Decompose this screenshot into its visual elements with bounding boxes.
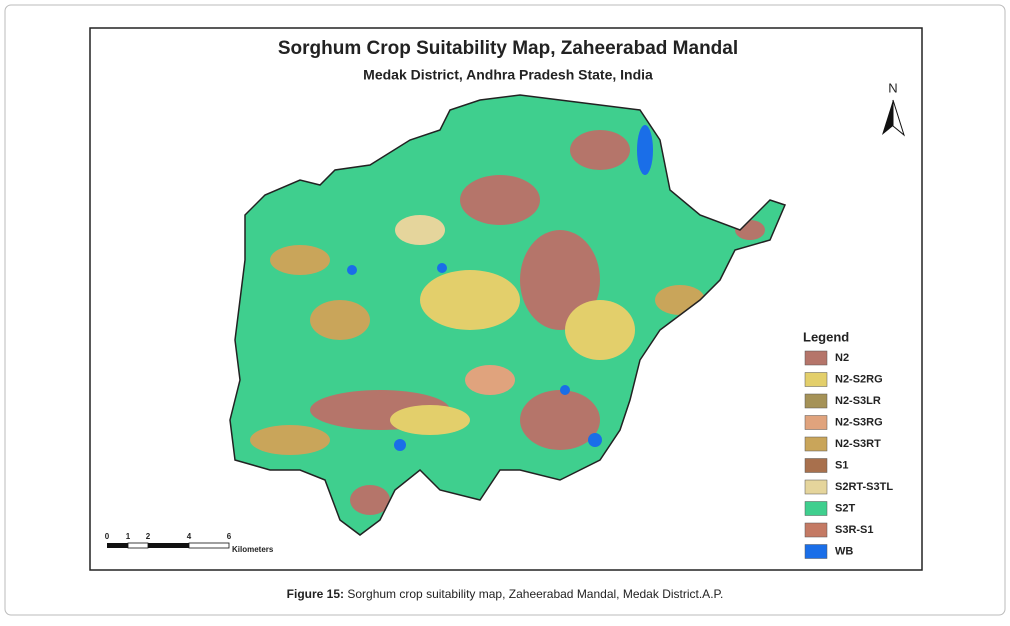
scale-tick-label: 2 (146, 532, 151, 541)
legend-swatch (804, 436, 828, 452)
north-arrow: N (882, 80, 905, 137)
legend-label: N2-S3RT (835, 438, 881, 450)
legend-swatch (804, 372, 828, 387)
legend-label: S1 (835, 459, 848, 471)
legend-swatch (804, 415, 828, 430)
scale-tick-label: 1 (126, 532, 131, 541)
caption-label: Figure 15: (287, 587, 344, 601)
legend-label: S2T (835, 502, 855, 514)
map-title: Sorghum Crop Suitability Map, Zaheerabad… (278, 38, 738, 59)
legend-label: WB (835, 545, 853, 557)
legend-swatch (804, 544, 828, 559)
caption-text: Sorghum crop suitability map, Zaheerabad… (347, 587, 723, 601)
legend-label: S3R-S1 (835, 524, 874, 536)
scale-bar: Kilometers 0 1 2 4 6 (105, 532, 274, 554)
scale-tick-label: 4 (187, 532, 192, 541)
legend-swatch (804, 479, 828, 495)
legend-swatch (804, 501, 828, 516)
legend: Legend N2 N2-S2RG N2-S3LR N2-S3RG N2-S3RT S1 S… (803, 329, 893, 559)
scale-unit: Kilometers (232, 545, 274, 554)
north-label: N (888, 80, 897, 95)
legend-label: N2 (835, 352, 849, 364)
legend-swatch (804, 350, 828, 366)
scale-tick-label: 6 (227, 532, 232, 541)
legend-label: N2-S3LR (835, 395, 881, 407)
caption: Figure 15: Sorghum crop suitability map,… (287, 587, 724, 601)
map-subtitle: Medak District, Andhra Pradesh State, In… (363, 67, 653, 83)
legend-label: S2RT-S3TL (835, 481, 893, 493)
legend-label: N2-S2RG (835, 373, 883, 385)
scale-tick-label: 0 (105, 532, 110, 541)
legend-title: Legend (803, 329, 849, 344)
legend-swatch (804, 522, 828, 538)
legend-label: N2-S3RG (835, 416, 883, 428)
legend-swatch (804, 458, 828, 473)
legend-swatch (804, 393, 828, 409)
